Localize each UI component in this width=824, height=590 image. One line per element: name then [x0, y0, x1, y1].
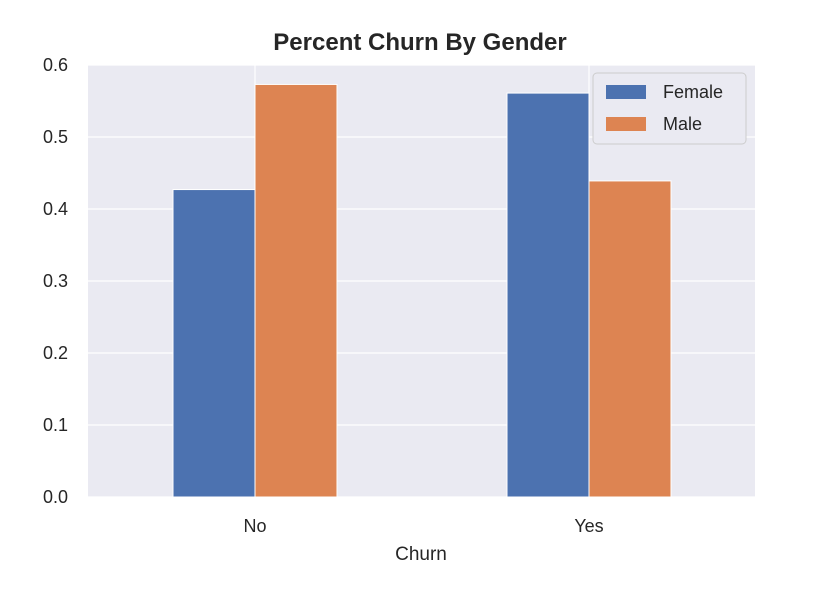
- legend: Female Male: [592, 72, 747, 145]
- legend-swatch-female: [606, 85, 646, 99]
- legend-swatch-male: [606, 117, 646, 131]
- y-tick-label: 0.4: [43, 199, 68, 219]
- y-tick-label: 0.3: [43, 271, 68, 291]
- bars: [172, 83, 672, 498]
- legend-label-male: Male: [663, 114, 702, 134]
- y-tick-labels: 0.0 0.1 0.2 0.3 0.4 0.5 0.6: [43, 55, 68, 507]
- y-tick-label: 0.1: [43, 415, 68, 435]
- y-tick-label: 0.6: [43, 55, 68, 75]
- bar-male-no: [254, 83, 338, 498]
- x-axis-label: Churn: [395, 544, 447, 565]
- bar-female-no: [172, 189, 256, 498]
- y-tick-label: 0.0: [43, 487, 68, 507]
- bar-male-yes: [588, 180, 672, 498]
- legend-label-female: Female: [663, 82, 723, 102]
- x-tick-label: No: [243, 516, 266, 536]
- y-tick-label: 0.5: [43, 127, 68, 147]
- bar-female-yes: [506, 92, 590, 498]
- x-tick-label: Yes: [574, 516, 603, 536]
- y-tick-label: 0.2: [43, 343, 68, 363]
- chart-title: Percent Churn By Gender: [273, 29, 566, 56]
- x-tick-labels: No Yes: [243, 516, 603, 536]
